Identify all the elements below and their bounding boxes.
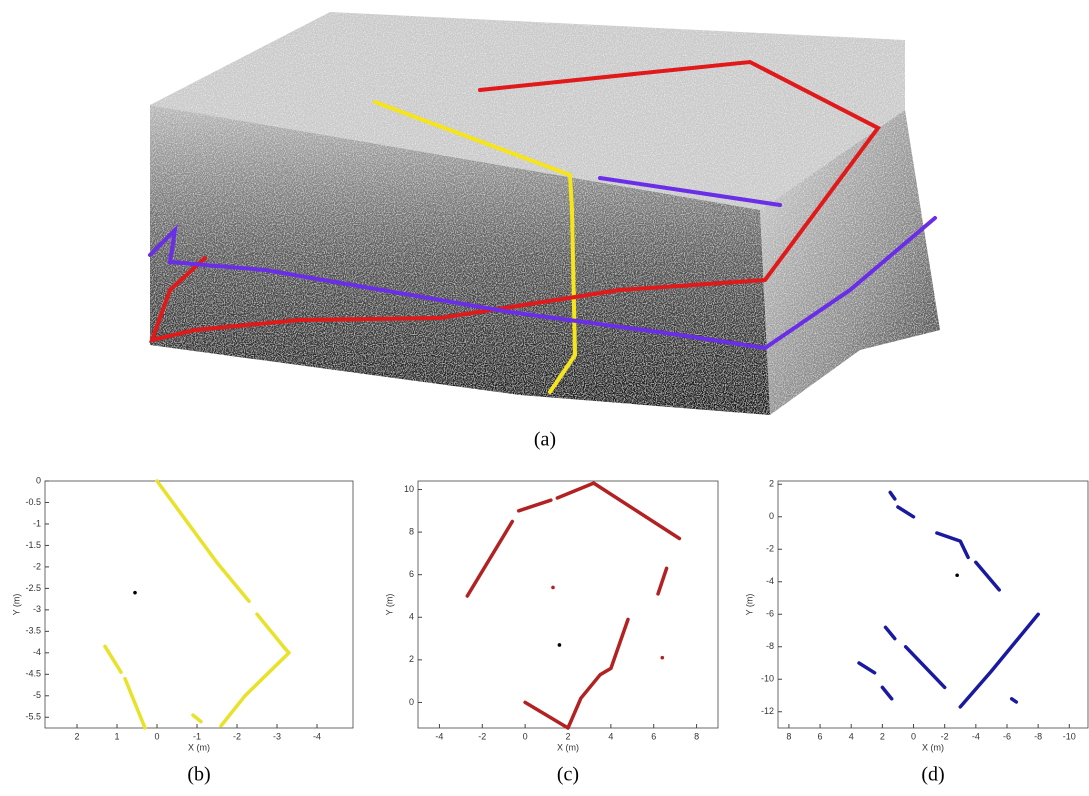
- x-tick-label: -1: [193, 731, 201, 741]
- data-dot: [551, 585, 555, 590]
- y-tick-label: -4: [33, 647, 41, 657]
- purple-trace: [148, 216, 937, 351]
- cloud-top: [150, 12, 905, 210]
- caption: (c): [557, 764, 579, 786]
- y-tick-label: 2: [769, 479, 774, 489]
- y-tick-label: -4.5: [25, 669, 41, 679]
- y-tick-label: -2.5: [25, 583, 41, 593]
- data-line: [857, 490, 1040, 709]
- y-tick-label: -10: [761, 674, 774, 684]
- y-tick-label: -8: [766, 641, 774, 651]
- x-tick-label: 4: [608, 731, 613, 741]
- y-tick-label: -2: [33, 561, 41, 571]
- x-tick-label: 0: [523, 731, 528, 741]
- y-tick-label: 0: [769, 511, 774, 521]
- y-tick-label: 4: [409, 612, 414, 622]
- cloud-front: [150, 105, 770, 415]
- y-tick-label: -5.5: [25, 712, 41, 722]
- x-tick-label: 4: [849, 731, 854, 741]
- caption: (b): [187, 764, 210, 786]
- x-tick-label: 1: [114, 731, 119, 741]
- y-tick-label: 6: [409, 569, 414, 579]
- y-tick-label: -6: [766, 609, 774, 619]
- y-tick-label: 0: [36, 475, 41, 485]
- x-tick-label: 6: [651, 731, 656, 741]
- y-tick-label: -1: [33, 518, 41, 528]
- x-tick-label: 0: [911, 731, 916, 741]
- data-line: [103, 479, 291, 730]
- y-tick-label: -5: [33, 690, 41, 700]
- yellow-trace: [373, 100, 578, 394]
- origin-marker: [133, 590, 137, 595]
- y-tick-label: -0.5: [25, 497, 41, 507]
- y-axis-label: Y (m): [744, 594, 754, 616]
- y-axis-label: Y (m): [11, 594, 21, 616]
- x-tick-label: 2: [74, 731, 79, 741]
- y-tick-label: -2: [766, 544, 774, 554]
- x-tick-label: -2: [478, 731, 486, 741]
- x-tick-label: 6: [818, 731, 823, 741]
- plot-frame: [417, 480, 719, 729]
- x-tick-label: -2: [941, 731, 949, 741]
- x-tick-label: -10: [1063, 731, 1076, 741]
- purple-trace-top: [598, 176, 782, 207]
- x-tick-label: -8: [1034, 731, 1042, 741]
- cloud-lines: [148, 59, 937, 394]
- y-tick-label: 8: [409, 526, 414, 536]
- y-tick-label: -1.5: [25, 540, 41, 550]
- caption: (d): [921, 764, 944, 786]
- y-tick-label: 2: [409, 654, 414, 664]
- x-axis-label: X (m): [922, 742, 944, 752]
- y-tick-label: -4: [766, 576, 774, 586]
- y-tick-label: -3.5: [25, 626, 41, 636]
- x-tick-label: 2: [880, 731, 885, 741]
- x-tick-label: -4: [313, 731, 321, 741]
- x-tick-label: -6: [1003, 731, 1011, 741]
- origin-marker: [955, 573, 959, 578]
- x-tick-label: 2: [565, 731, 570, 741]
- x-tick-label: 8: [694, 731, 699, 741]
- x-tick-label: -3: [273, 731, 281, 741]
- plot-frame: [44, 480, 354, 729]
- x-tick-label: -2: [233, 731, 241, 741]
- y-axis-label: Y (m): [384, 594, 394, 616]
- y-tick-label: -3: [33, 604, 41, 614]
- x-axis-label: X (m): [188, 742, 210, 752]
- y-tick-label: 10: [404, 484, 414, 494]
- x-tick-label: 0: [154, 731, 159, 741]
- caption: (a): [534, 429, 556, 451]
- y-tick-label: 0: [409, 697, 414, 707]
- y-tick-label: -12: [761, 706, 774, 716]
- plot-frame: [777, 480, 1089, 729]
- x-tick-label: 8: [786, 731, 791, 741]
- x-tick-label: -4: [435, 731, 443, 741]
- red-trace: [148, 59, 882, 343]
- x-axis-label: X (m): [557, 742, 579, 752]
- x-tick-label: -4: [972, 731, 980, 741]
- data-dot: [660, 655, 665, 660]
- point-cloud: [150, 12, 940, 415]
- cloud-side: [760, 110, 940, 415]
- origin-marker: [557, 643, 562, 647]
- data-line: [465, 481, 682, 730]
